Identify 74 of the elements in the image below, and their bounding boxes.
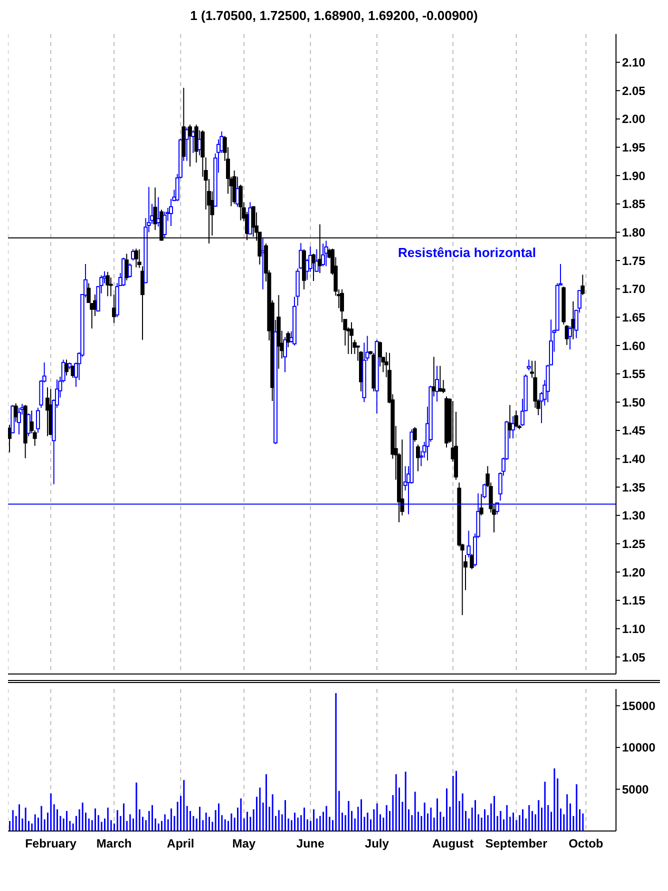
candlestick [134,248,138,268]
candlestick [162,211,167,238]
y-tick-label: 1.45 [622,424,646,438]
candlestick [36,407,40,434]
candlestick [568,326,572,350]
x-tick-label: Octob [568,836,604,851]
candlestick [314,248,319,272]
candlestick [8,424,12,454]
chart-title: 1 (1.70500, 1.72500, 1.68900, 1.69200, -0.00900) [189,8,479,25]
candlestick [286,330,290,348]
candlestick [526,359,531,371]
x-tick-label: July [364,836,390,851]
y-tick-label: 1.85 [622,197,646,212]
candlestick [412,426,417,442]
y-tick-label: 1.80 [622,225,646,240]
candlestick [466,530,471,558]
candlestick [580,274,585,296]
candlestick [378,341,382,367]
y-tick-label: 2.10 [622,56,646,70]
y-tick-label: 1.15 [622,594,646,608]
candlestick [416,444,420,472]
y-tick-label: 1.50 [622,395,646,410]
candlestick [17,407,21,435]
candlestick [438,365,442,392]
candlestick [350,322,354,354]
y-tick-label: 1.25 [622,536,646,551]
candlestick [46,386,50,437]
y-tick-label: 1.30 [622,508,646,523]
y-tick-label: 10000 [622,740,656,755]
x-tick-label: June [296,836,325,851]
candlestick [511,416,515,439]
candlestick [124,253,129,281]
x-tick-label: April [166,836,194,851]
candlestick [283,336,287,373]
candlestick [312,253,316,282]
candlestick [238,184,243,221]
candlestick [153,186,158,230]
y-tick-label: 1.60 [622,338,646,353]
candlestick [321,243,325,267]
x-tick-label: March [96,836,132,851]
y-tick-label: 1.90 [622,168,646,183]
candlestick [137,248,142,268]
y-tick-label: 1.65 [622,310,646,324]
candlestick [479,493,484,516]
candlestick [191,130,196,154]
y-tick-label: 2.00 [622,112,646,126]
candlestick [26,412,30,437]
x-tick-label: August [432,836,474,851]
x-tick-label: February [25,836,77,851]
candlestick [482,483,486,499]
y-tick-label: 1.35 [622,480,646,494]
y-tick-label: 5000 [622,782,650,796]
candlestick [571,300,576,340]
candlestick [64,359,68,376]
y-tick-label: 1.95 [622,140,646,155]
y-tick-label: 1.05 [622,650,646,664]
y-tick-label: 1.20 [622,565,646,580]
ref-line-label: Resistência horizontal [398,245,536,260]
candlestick [514,410,518,428]
y-tick-label: 2.05 [622,84,646,98]
y-tick-label: 1.10 [622,622,646,636]
candlestick [169,198,173,226]
x-tick-label: September [485,836,548,851]
candlestick [106,271,110,297]
y-tick-label: 1.55 [622,367,646,382]
y-tick-label: 1.70 [622,282,646,296]
candlestick [14,402,18,422]
y-tick-label: 1.40 [622,452,646,466]
y-tick-label: 15000 [622,698,656,713]
candlestick [435,365,439,402]
y-tick-label: 1.75 [622,254,646,268]
candlestick [128,262,132,278]
x-tick-label: May [232,836,256,851]
candlestick [324,240,328,267]
